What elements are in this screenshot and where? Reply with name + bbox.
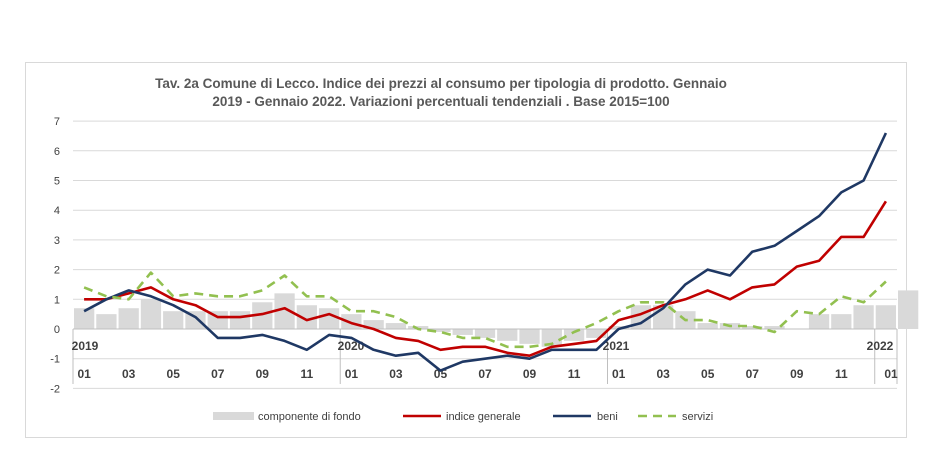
- x-tick-label: 03: [122, 367, 136, 381]
- year-label: 2019: [72, 339, 99, 353]
- y-tick-label: -1: [50, 354, 60, 366]
- chart-title-line-2: 2019 - Gennaio 2022. Variazioni percentu…: [212, 94, 669, 109]
- x-tick-label: 03: [656, 367, 670, 381]
- x-tick-label: 03: [389, 367, 403, 381]
- bar-componente-di-fondo: [698, 323, 718, 329]
- bar-componente-di-fondo: [119, 308, 139, 329]
- y-tick-label: 3: [54, 235, 60, 247]
- bar-componente-di-fondo: [497, 329, 517, 341]
- bar-componente-di-fondo: [809, 314, 829, 329]
- bar-componente-di-fondo: [74, 308, 94, 329]
- x-tick-label: 01: [612, 367, 626, 381]
- x-tick-label: 11: [300, 367, 313, 381]
- bar-componente-di-fondo: [853, 305, 873, 329]
- bar-componente-di-fondo: [453, 329, 473, 335]
- bar-componente-di-fondo: [898, 290, 918, 329]
- y-tick-label: 0: [54, 324, 60, 336]
- x-tick-label: 11: [835, 367, 848, 381]
- bar-componente-di-fondo: [230, 311, 250, 329]
- x-tick-label: 01: [345, 367, 359, 381]
- bar-componente-di-fondo: [319, 308, 339, 329]
- legend-layer: componente di fondo indice generale beni se…: [213, 411, 713, 423]
- bar-componente-di-fondo: [96, 314, 116, 329]
- x-tick-label: 11: [568, 367, 581, 381]
- x-tick-label: 07: [211, 367, 225, 381]
- y-tick-label: 7: [54, 116, 60, 128]
- x-tick-label: 07: [478, 367, 492, 381]
- bar-componente-di-fondo: [163, 311, 183, 329]
- bar-componente-di-fondo: [876, 305, 896, 329]
- bar-componente-di-fondo: [475, 329, 495, 338]
- x-tick-label: 09: [256, 367, 270, 381]
- x-tick-label: 09: [523, 367, 537, 381]
- legend-label: beni: [597, 411, 618, 423]
- bar-componente-di-fondo: [831, 314, 851, 329]
- legend-label: servizi: [682, 411, 713, 423]
- bar-componente-di-fondo: [519, 329, 539, 344]
- year-label: 2022: [867, 339, 894, 353]
- year-label: 2020: [338, 339, 365, 353]
- y-tick-label: 2: [54, 265, 60, 277]
- grid-layer: [73, 121, 897, 388]
- y-tick-label: 4: [54, 205, 60, 217]
- x-tick-label: 09: [790, 367, 804, 381]
- legend-label: componente di fondo: [258, 411, 361, 423]
- chart-title-line-1: Tav. 2a Comune di Lecco. Indice dei prez…: [155, 76, 727, 91]
- legend-swatch: [213, 412, 254, 420]
- bar-componente-di-fondo: [386, 323, 406, 329]
- x-tick-label: 01: [77, 367, 91, 381]
- x-tick-label: 01: [884, 367, 898, 381]
- bar-componente-di-fondo: [141, 299, 161, 329]
- y-tick-label: 5: [54, 176, 60, 188]
- x-tick-label: 05: [167, 367, 181, 381]
- y-tick-label: 1: [54, 294, 60, 306]
- x-tick-label: 07: [746, 367, 760, 381]
- x-tick-label: 05: [701, 367, 715, 381]
- y-tick-label: -2: [50, 383, 60, 395]
- y-tick-label: 6: [54, 146, 60, 158]
- legend-label: indice generale: [446, 411, 521, 423]
